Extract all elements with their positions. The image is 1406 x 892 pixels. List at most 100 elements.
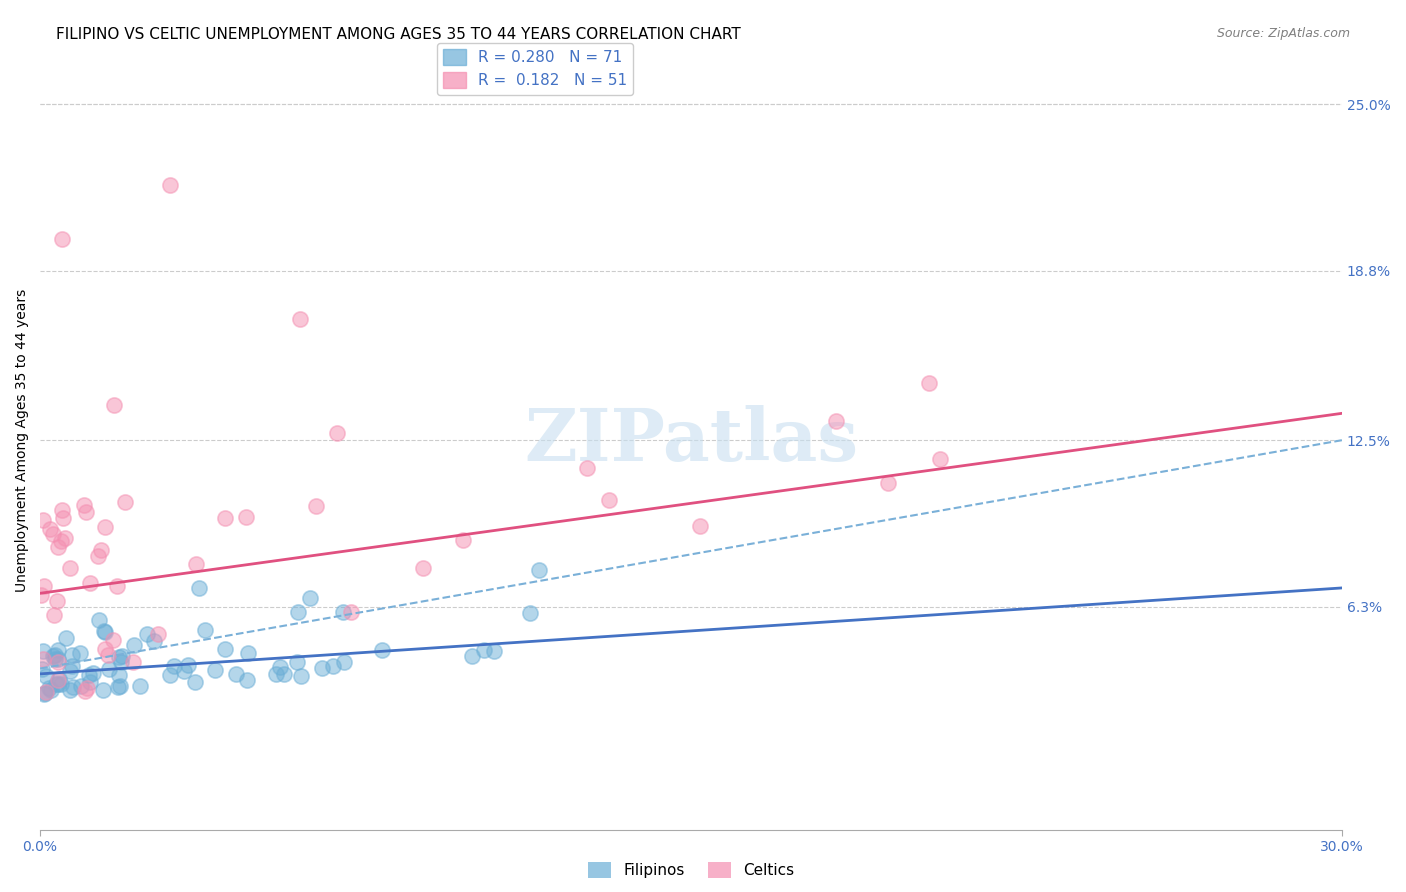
Point	[45, 594, 67, 608]
Point	[87, 549, 110, 563]
Point	[412, 561, 434, 575]
Point	[52, 510, 75, 524]
Point	[273, 667, 295, 681]
Point	[94, 641, 117, 656]
Point	[194, 623, 217, 637]
Point	[173, 664, 195, 678]
Point	[451, 533, 474, 547]
Point	[214, 511, 236, 525]
Point	[59, 561, 82, 575]
Point	[46, 642, 69, 657]
Point	[45, 677, 67, 691]
Point	[46, 540, 69, 554]
Point	[159, 178, 181, 192]
Point	[162, 658, 184, 673]
Point	[49, 677, 72, 691]
Point	[79, 675, 101, 690]
Point	[110, 655, 132, 669]
Point	[527, 563, 550, 577]
Point	[42, 608, 65, 623]
Point	[46, 652, 69, 666]
Point	[44, 652, 66, 666]
Point	[143, 634, 166, 648]
Point	[877, 475, 900, 490]
Point	[114, 495, 136, 509]
Point	[266, 667, 288, 681]
Point	[136, 627, 159, 641]
Point	[48, 672, 70, 686]
Point	[31, 513, 53, 527]
Point	[103, 398, 125, 412]
Point	[82, 666, 104, 681]
Point	[371, 643, 394, 657]
Point	[41, 526, 63, 541]
Point	[108, 667, 131, 681]
Point	[93, 624, 115, 638]
Point	[46, 656, 69, 670]
Point	[42, 648, 65, 663]
Point	[122, 655, 145, 669]
Point	[60, 658, 83, 673]
Point	[105, 579, 128, 593]
Point	[598, 493, 620, 508]
Point	[298, 591, 321, 606]
Point	[31, 652, 53, 666]
Point	[177, 658, 200, 673]
Point	[69, 646, 91, 660]
Point	[53, 531, 76, 545]
Point	[929, 452, 952, 467]
Point	[39, 522, 62, 536]
Point	[96, 648, 118, 662]
Point	[575, 460, 598, 475]
Legend: Filipinos, Celtics: Filipinos, Celtics	[582, 856, 800, 884]
Point	[73, 498, 96, 512]
Point	[235, 510, 257, 524]
Point	[111, 648, 134, 663]
Point	[97, 663, 120, 677]
Point	[482, 643, 505, 657]
Point	[339, 605, 361, 619]
Text: ZIPatlas: ZIPatlas	[524, 405, 858, 475]
Point	[62, 681, 84, 695]
Point	[326, 426, 349, 441]
Point	[287, 605, 309, 619]
Text: FILIPINO VS CELTIC UNEMPLOYMENT AMONG AGES 35 TO 44 YEARS CORRELATION CHART: FILIPINO VS CELTIC UNEMPLOYMENT AMONG AG…	[56, 27, 741, 42]
Point	[94, 520, 117, 534]
Point	[59, 664, 82, 678]
Point	[124, 638, 146, 652]
Point	[689, 518, 711, 533]
Text: Source: ZipAtlas.com: Source: ZipAtlas.com	[1216, 27, 1350, 40]
Point	[51, 503, 73, 517]
Point	[332, 605, 354, 619]
Point	[290, 669, 312, 683]
Point	[73, 683, 96, 698]
Point	[76, 681, 98, 695]
Point	[108, 649, 131, 664]
Point	[51, 232, 73, 246]
Point	[75, 505, 97, 519]
Point	[79, 576, 101, 591]
Point	[188, 581, 211, 595]
Point	[204, 664, 226, 678]
Point	[35, 685, 58, 699]
Point	[77, 667, 100, 681]
Point	[46, 673, 69, 687]
Point	[322, 659, 344, 673]
Point	[108, 679, 131, 693]
Point	[46, 676, 69, 690]
Point	[38, 681, 60, 695]
Point	[184, 557, 207, 571]
Point	[90, 542, 112, 557]
Point	[825, 414, 848, 428]
Point	[285, 655, 308, 669]
Point	[311, 661, 333, 675]
Point	[32, 644, 55, 658]
Point	[305, 499, 328, 513]
Point	[55, 632, 77, 646]
Point	[44, 648, 66, 662]
Point	[59, 682, 82, 697]
Point	[35, 669, 58, 683]
Point	[93, 624, 115, 639]
Point	[32, 578, 55, 592]
Point	[30, 588, 52, 602]
